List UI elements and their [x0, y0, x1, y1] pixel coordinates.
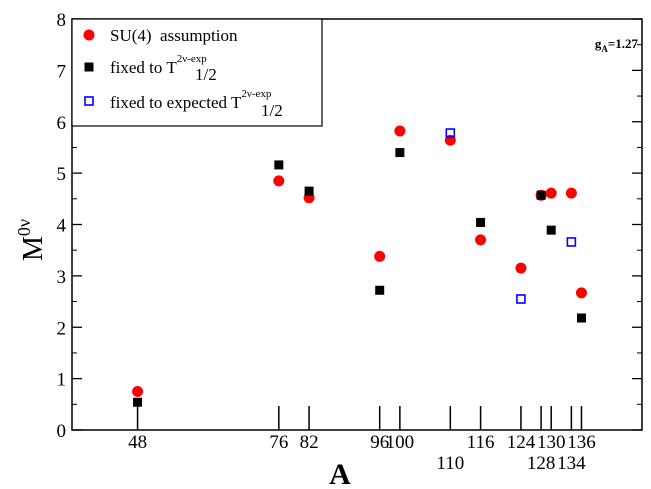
legend-box — [71, 18, 323, 127]
y-axis-title: M0ν — [14, 219, 49, 261]
legend-label-expected-sup: 2ν-exp — [241, 88, 272, 100]
y-tick-label: 0 — [57, 421, 67, 442]
point-fixed — [546, 225, 556, 235]
legend-label-expected-sub: 1/2 — [261, 101, 283, 120]
legend-marker-su4 — [83, 29, 95, 41]
x-tick-label: 124 — [507, 432, 536, 453]
legend-label-su4: SU(4) assumption — [110, 26, 238, 45]
point-fixed — [576, 313, 586, 323]
point-su4 — [575, 287, 587, 299]
legend-label-fixed-sub: 1/2 — [195, 65, 217, 84]
y-tick-label: 7 — [57, 61, 67, 82]
point-su4 — [132, 385, 144, 397]
y-tick-label: 2 — [57, 318, 67, 339]
legend: SU(4) assumption fixed to T2ν-exp 1/2 fi… — [71, 18, 323, 127]
x-tick-label: 82 — [300, 432, 319, 453]
legend-label-fixed: fixed to T2ν-exp — [110, 53, 207, 77]
point-fixed — [395, 148, 405, 158]
x-tick-label-lower: 128 — [527, 453, 556, 474]
y-axis-title-main: M — [18, 236, 49, 261]
legend-label-fixed-sup: 2ν-exp — [177, 53, 208, 65]
point-su4 — [394, 125, 406, 137]
y-tick-label: 6 — [57, 113, 67, 134]
legend-label-expected-main: fixed to expected T — [110, 93, 242, 112]
x-tick-label: 100 — [386, 432, 415, 453]
x-tick-label-lower: 110 — [436, 453, 464, 474]
x-tick-label: 76 — [269, 432, 288, 453]
point-su4 — [374, 250, 386, 262]
x-tick-label: 96 — [370, 432, 389, 453]
point-fixed — [375, 285, 385, 295]
y-tick-label: 8 — [57, 10, 67, 31]
ga-annotation-rest: =1.27 — [608, 36, 639, 51]
point-expected — [566, 237, 577, 247]
ga-annotation: gA=1.27 — [595, 36, 639, 54]
point-expected — [445, 128, 456, 138]
point-fixed — [133, 397, 143, 407]
x-tick-label: 48 — [128, 432, 147, 453]
point-fixed — [536, 190, 546, 200]
point-expected — [516, 294, 526, 304]
point-su4 — [545, 187, 557, 199]
legend-label-fixed-main: fixed to T — [110, 58, 177, 77]
point-fixed — [476, 217, 486, 227]
point-fixed — [304, 186, 314, 196]
point-fixed — [274, 160, 284, 170]
ga-annotation-sub: A — [601, 44, 608, 54]
x-tick-label: 116 — [467, 432, 495, 453]
x-axis-title: A — [329, 458, 351, 489]
point-su4 — [273, 175, 285, 187]
point-su4 — [475, 234, 487, 246]
legend-label-expected: fixed to expected T2ν-exp — [110, 88, 272, 112]
x-tick-label: 130 — [537, 432, 566, 453]
point-su4 — [565, 187, 577, 199]
x-tick-label-lower: 134 — [557, 453, 586, 474]
ga-annotation-main: g — [595, 36, 602, 51]
legend-marker-expected — [84, 96, 94, 106]
y-tick-label: 5 — [57, 164, 67, 185]
y-tick-label: 4 — [57, 216, 67, 237]
y-tick-label: 3 — [57, 267, 67, 288]
y-tick-label: 1 — [57, 370, 67, 391]
point-su4 — [515, 262, 527, 274]
x-tick-label: 136 — [567, 432, 596, 453]
y-axis-title-sup: 0ν — [14, 219, 34, 236]
legend-marker-fixed — [84, 62, 94, 72]
